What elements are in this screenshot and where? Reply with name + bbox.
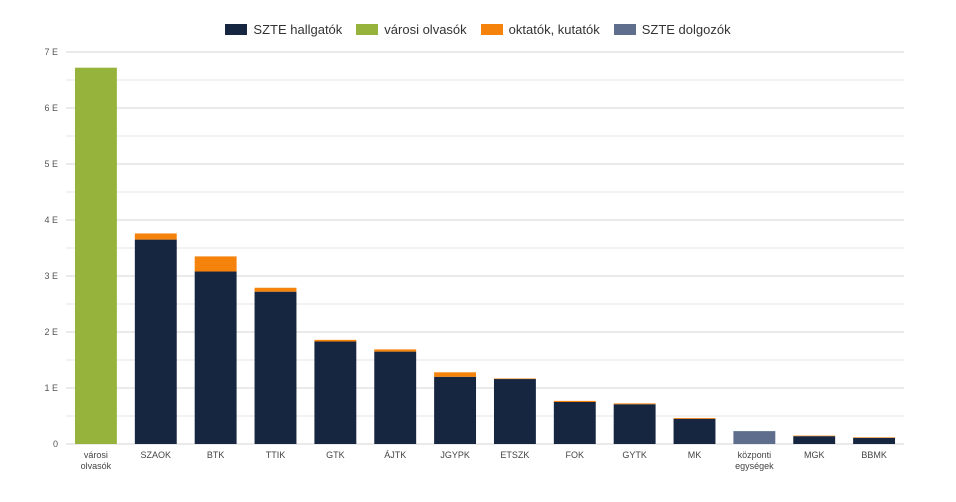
bar-segment[interactable] [254, 287, 297, 292]
y-tick-label: 2 E [44, 327, 58, 337]
x-tick-label: FOK [566, 450, 585, 460]
bar-segment[interactable] [434, 372, 477, 377]
x-tick-label: MGK [804, 450, 825, 460]
bar-segment[interactable] [493, 379, 536, 444]
legend-label: SZTE hallgatók [253, 22, 343, 37]
bar-segment[interactable] [134, 239, 177, 444]
bar-segment[interactable] [553, 402, 596, 444]
y-tick-label: 7 E [44, 47, 58, 57]
x-tick-label: GTK [326, 450, 345, 460]
bar-segment[interactable] [314, 341, 357, 444]
bar-segment[interactable] [134, 233, 177, 240]
legend-swatch [480, 24, 503, 35]
bar-segment[interactable] [374, 351, 417, 444]
bar-segment[interactable] [553, 400, 596, 402]
x-tick-label: SZAOK [141, 450, 172, 460]
y-tick-label: 4 E [44, 215, 58, 225]
legend-item[interactable]: SZTE dolgozók [613, 22, 731, 37]
bar-segment[interactable] [733, 431, 776, 444]
x-tick-label: TTIK [266, 450, 286, 460]
x-tick-label: GYTK [622, 450, 647, 460]
bar-segment[interactable] [673, 418, 716, 444]
legend-swatch [225, 24, 248, 35]
bar-segment[interactable] [194, 256, 237, 272]
legend-label: SZTE dolgozók [641, 22, 731, 37]
y-tick-label: 0 [53, 439, 58, 449]
legend-item[interactable]: oktatók, kutatók [480, 22, 600, 37]
x-tick-label: olvasók [81, 461, 112, 471]
bar-segment[interactable] [194, 271, 237, 444]
x-tick-label: ETSZK [500, 450, 529, 460]
legend-item[interactable]: városi olvasók [356, 22, 467, 37]
x-tick-label: BTK [207, 450, 225, 460]
bar-segment[interactable] [853, 437, 896, 438]
x-tick-label: egységek [735, 461, 774, 471]
bar-segment[interactable] [613, 404, 656, 444]
bar-segment[interactable] [613, 403, 656, 405]
legend-swatch [613, 24, 636, 35]
bar-segment[interactable] [434, 376, 477, 444]
bar-segment[interactable] [74, 67, 117, 445]
legend-item[interactable]: SZTE hallgatók [225, 22, 342, 37]
x-tick-label: központi [738, 450, 772, 460]
bar-segment[interactable] [374, 349, 417, 352]
bar-segment[interactable] [254, 291, 297, 444]
x-tick-label: BBMK [861, 450, 887, 460]
bar-segment[interactable] [793, 436, 836, 444]
bar-segment[interactable] [314, 339, 357, 342]
y-tick-label: 1 E [44, 383, 58, 393]
x-tick-label: MK [688, 450, 702, 460]
x-tick-label: városi [84, 450, 108, 460]
bar-segment[interactable] [853, 437, 896, 444]
bar-segment[interactable] [793, 435, 836, 437]
x-tick-label: ÁJTK [384, 450, 406, 460]
bar-segment[interactable] [493, 378, 536, 380]
bar-segment[interactable] [673, 417, 716, 419]
legend-label: oktatók, kutatók [508, 22, 600, 37]
legend: SZTE hallgatók városi olvasók oktatók, kut… [0, 22, 956, 37]
y-tick-label: 3 E [44, 271, 58, 281]
legend-label: városi olvasók [384, 22, 467, 37]
y-tick-label: 6 E [44, 103, 58, 113]
legend-swatch [356, 24, 379, 35]
x-tick-label: JGYPK [440, 450, 470, 460]
y-tick-label: 5 E [44, 159, 58, 169]
